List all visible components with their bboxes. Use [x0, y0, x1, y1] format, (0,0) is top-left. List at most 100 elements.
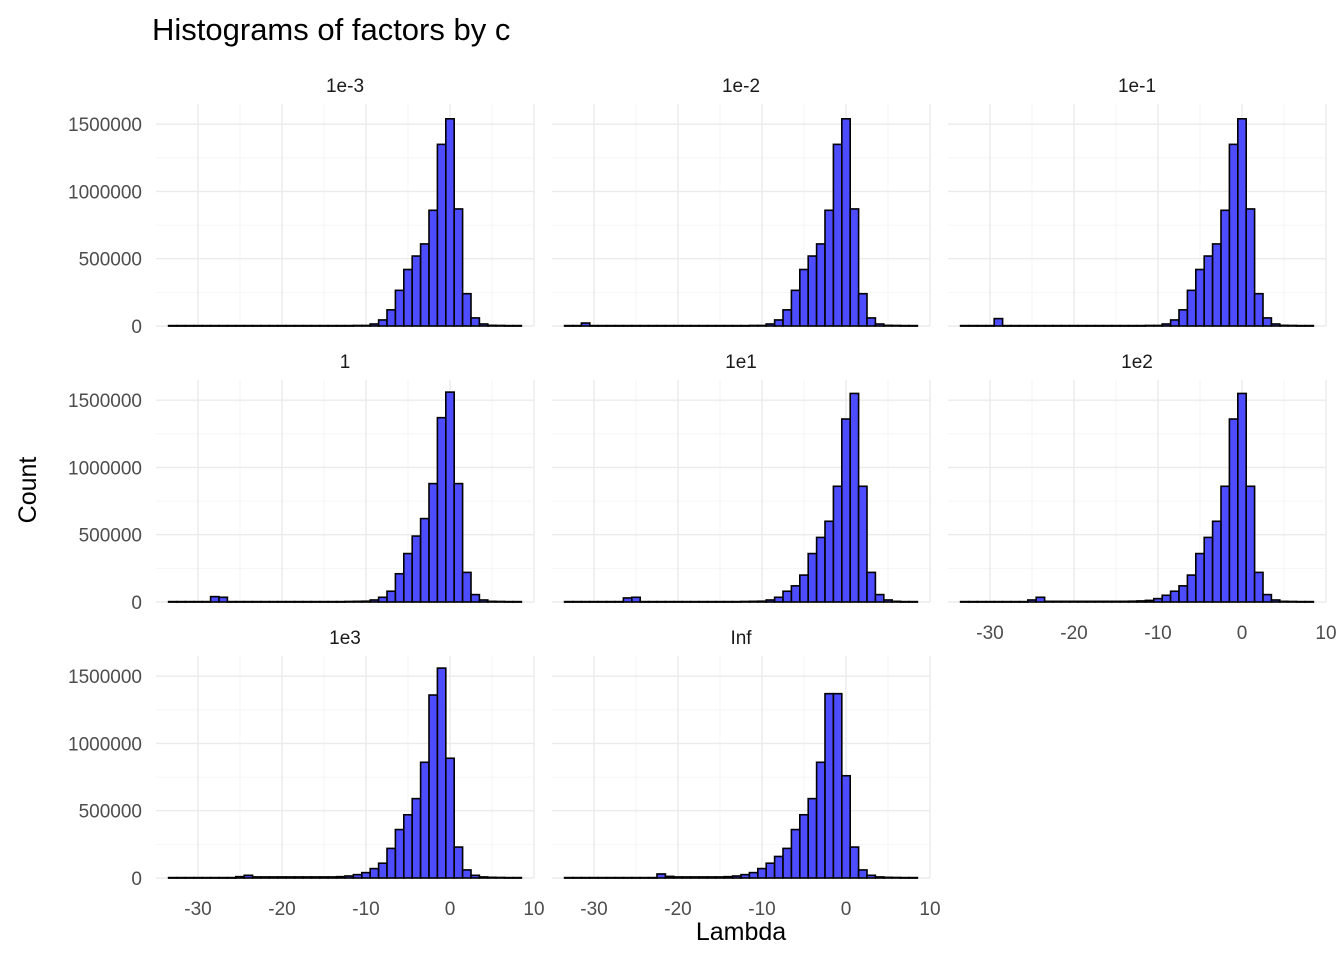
histogram-bar	[563, 324, 574, 327]
histogram-bar	[402, 552, 413, 603]
histogram-bar	[1253, 571, 1264, 603]
histogram-bar	[672, 600, 683, 603]
histogram-bar	[1279, 600, 1290, 603]
histogram-bar	[908, 876, 919, 879]
histogram-bar	[218, 324, 229, 327]
histogram-bar	[1027, 599, 1038, 603]
facet-panel: 1e-1	[948, 76, 1327, 327]
histogram-bar	[235, 324, 246, 327]
histogram-bar	[1237, 392, 1248, 603]
histogram-bar	[201, 876, 212, 879]
histogram-bar	[782, 590, 793, 603]
histogram-bar	[1203, 255, 1214, 327]
histogram-bar	[1195, 552, 1206, 603]
histogram-bar	[352, 600, 363, 603]
histogram-bar	[1228, 143, 1239, 327]
histogram-bar	[1237, 118, 1248, 327]
histogram-bar	[243, 324, 254, 327]
histogram-bar	[597, 600, 608, 603]
histogram-bar	[335, 875, 346, 879]
histogram-bar	[815, 243, 826, 327]
histogram-bar	[344, 324, 355, 327]
histogram-bar	[891, 600, 902, 603]
histogram-bar	[419, 761, 430, 879]
histogram-bar	[874, 876, 885, 879]
histogram-bar	[411, 797, 422, 879]
histogram-bar	[512, 876, 523, 879]
histogram-bar	[698, 876, 709, 879]
y-tick-label: 1000000	[68, 734, 142, 755]
histogram-bar	[672, 324, 683, 327]
histogram-bar	[1153, 597, 1164, 603]
histogram-bar	[866, 317, 877, 327]
histogram-bar	[1161, 323, 1172, 327]
histogram-bar	[1043, 600, 1054, 603]
histogram-bar	[453, 846, 464, 879]
histogram-bar	[1144, 599, 1155, 603]
y-tick-label: 500000	[79, 526, 142, 547]
histogram-bar	[706, 324, 717, 327]
histogram-bar	[874, 323, 885, 327]
histogram-bar	[327, 876, 338, 879]
histogram-bar	[1178, 585, 1189, 603]
histogram-bar	[428, 482, 439, 603]
y-tick-label: 1500000	[68, 115, 142, 136]
histogram-bar	[580, 600, 591, 603]
y-tick-label: 1000000	[68, 458, 142, 479]
histogram-bar	[647, 600, 658, 603]
histogram-bar	[285, 324, 296, 327]
histogram-bar	[714, 324, 725, 327]
histogram-bar	[681, 876, 692, 879]
histogram-bar	[512, 600, 523, 603]
histogram-bar	[1245, 485, 1256, 603]
histogram-bar	[866, 571, 877, 603]
facet-strip-label: Inf	[730, 628, 752, 649]
histogram-bar	[1085, 600, 1096, 603]
histogram-bar	[285, 876, 296, 879]
y-tick-label: 0	[131, 317, 142, 338]
histogram-bar	[1270, 599, 1281, 603]
histogram-bar	[656, 873, 667, 879]
histogram-bar	[1136, 324, 1147, 327]
histogram-bar	[968, 324, 979, 327]
facet-strip-label: 1	[340, 352, 351, 373]
x-tick-label: -10	[352, 899, 379, 920]
histogram-bar	[782, 309, 793, 327]
histogram-bar	[647, 324, 658, 327]
histogram-bar	[622, 324, 633, 327]
facet-strip-label: 1e-3	[326, 76, 364, 97]
x-tick-label: 10	[919, 899, 940, 920]
histogram-bar	[486, 876, 497, 879]
histogram-bar	[790, 828, 801, 879]
x-tick-label: -20	[268, 899, 295, 920]
histogram-bar	[807, 797, 818, 879]
histogram-bar	[605, 876, 616, 879]
histogram-bar	[874, 593, 885, 603]
histogram-bar	[293, 600, 304, 603]
histogram-bar	[1295, 600, 1306, 603]
facet-panel: 1e-3 0 500000 1000000 1500000	[68, 76, 535, 338]
histogram-bar	[1119, 600, 1130, 603]
histogram-bar	[276, 876, 287, 879]
histogram-bar	[731, 600, 742, 603]
histogram-bar	[268, 876, 279, 879]
histogram-bar	[470, 317, 481, 327]
histogram-bar	[394, 828, 405, 879]
y-axis-title: Count	[14, 457, 42, 524]
histogram-bar	[664, 324, 675, 327]
histogram-bar	[857, 485, 868, 603]
histogram-bar	[689, 876, 700, 879]
histogram-bar	[327, 324, 338, 327]
histogram-bar	[503, 876, 514, 879]
histogram-bar	[773, 596, 784, 603]
histogram-bar	[1077, 600, 1088, 603]
histogram-bar	[899, 324, 910, 327]
histogram-bar	[167, 600, 178, 603]
histogram-bar	[1035, 324, 1046, 327]
histogram-bar	[882, 324, 893, 327]
histogram-bar	[1186, 289, 1197, 327]
histogram-bar	[184, 876, 195, 879]
histogram-bar	[832, 143, 843, 327]
y-tick-label: 0	[131, 593, 142, 614]
